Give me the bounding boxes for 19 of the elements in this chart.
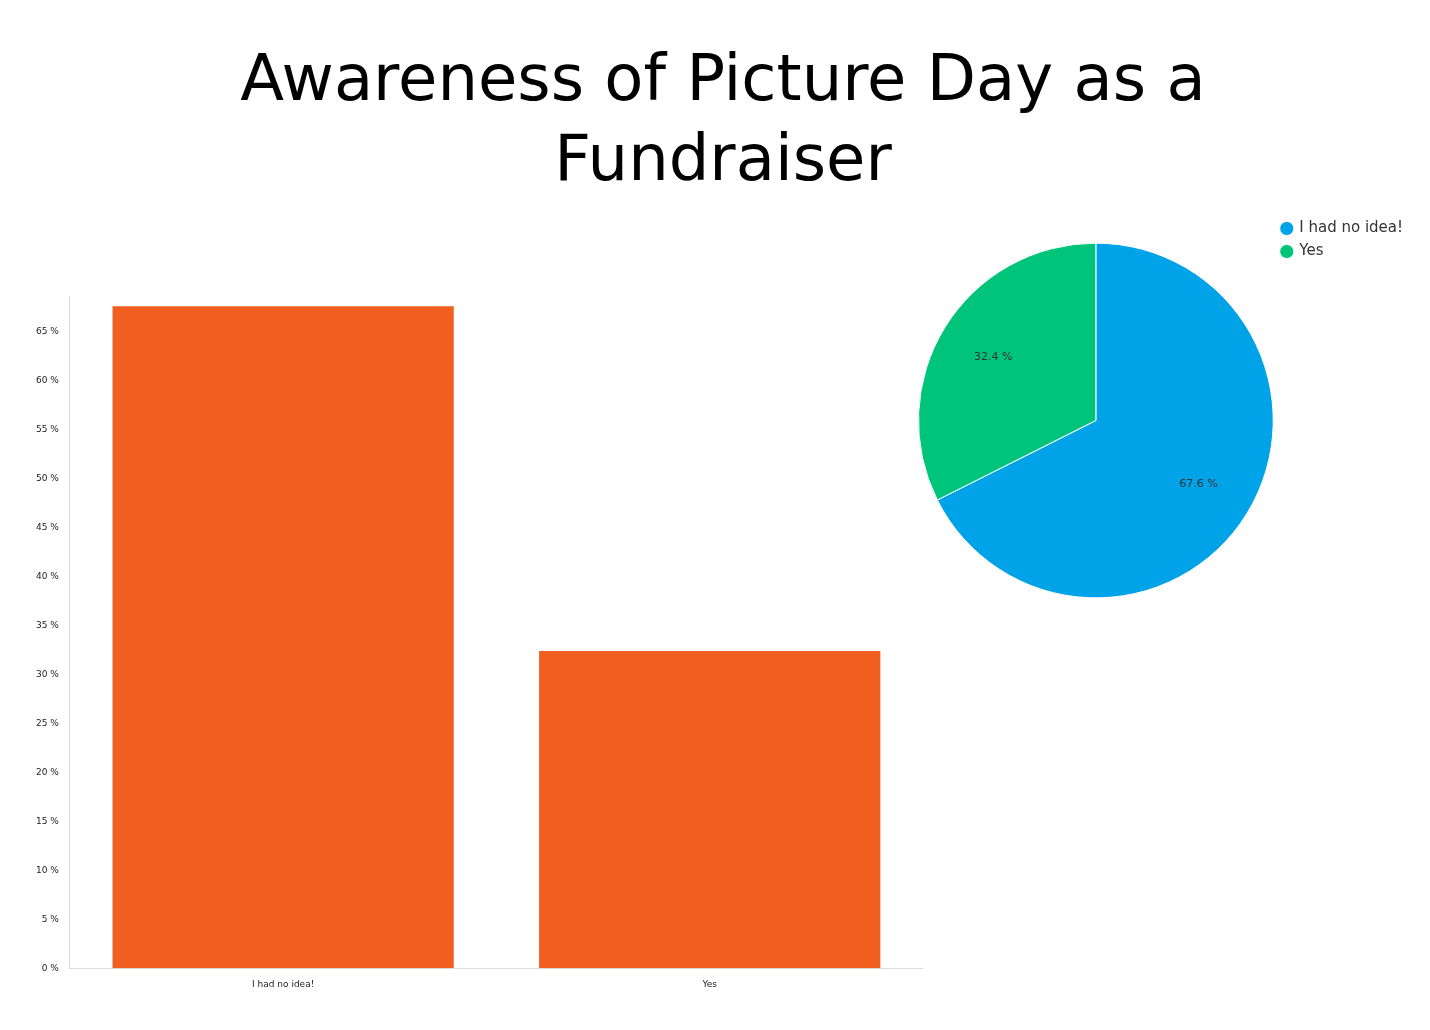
y-tick-label: 65 % [35, 326, 60, 336]
y-tick-label: 25 % [35, 717, 60, 728]
data-label: 32.4 % [974, 350, 1013, 364]
y-tick-label: 5 % [41, 913, 60, 924]
y-tick-label: 55 % [35, 423, 60, 434]
y-tick-label: 60 % [35, 374, 60, 385]
y-tick-label: 45 % [35, 521, 60, 532]
y-tick-label: 0 % [41, 962, 60, 973]
y-tick-label: 15 % [35, 815, 60, 826]
legend-label: I had no idea! [1299, 218, 1404, 237]
data-label: 67.6 % [1179, 476, 1218, 490]
chart-title: Awareness of Picture Day as a Fundraiser [239, 40, 1207, 197]
y-tick-label: 20 % [35, 766, 60, 777]
y-tick-label: 40 % [35, 570, 60, 581]
y-tick-label: 35 % [35, 619, 60, 630]
y-tick-label: 50 % [35, 472, 60, 483]
legend-label: Yes [1298, 241, 1324, 260]
y-tick-label: 10 % [35, 864, 60, 875]
y-tick-label: 30 % [35, 668, 60, 679]
